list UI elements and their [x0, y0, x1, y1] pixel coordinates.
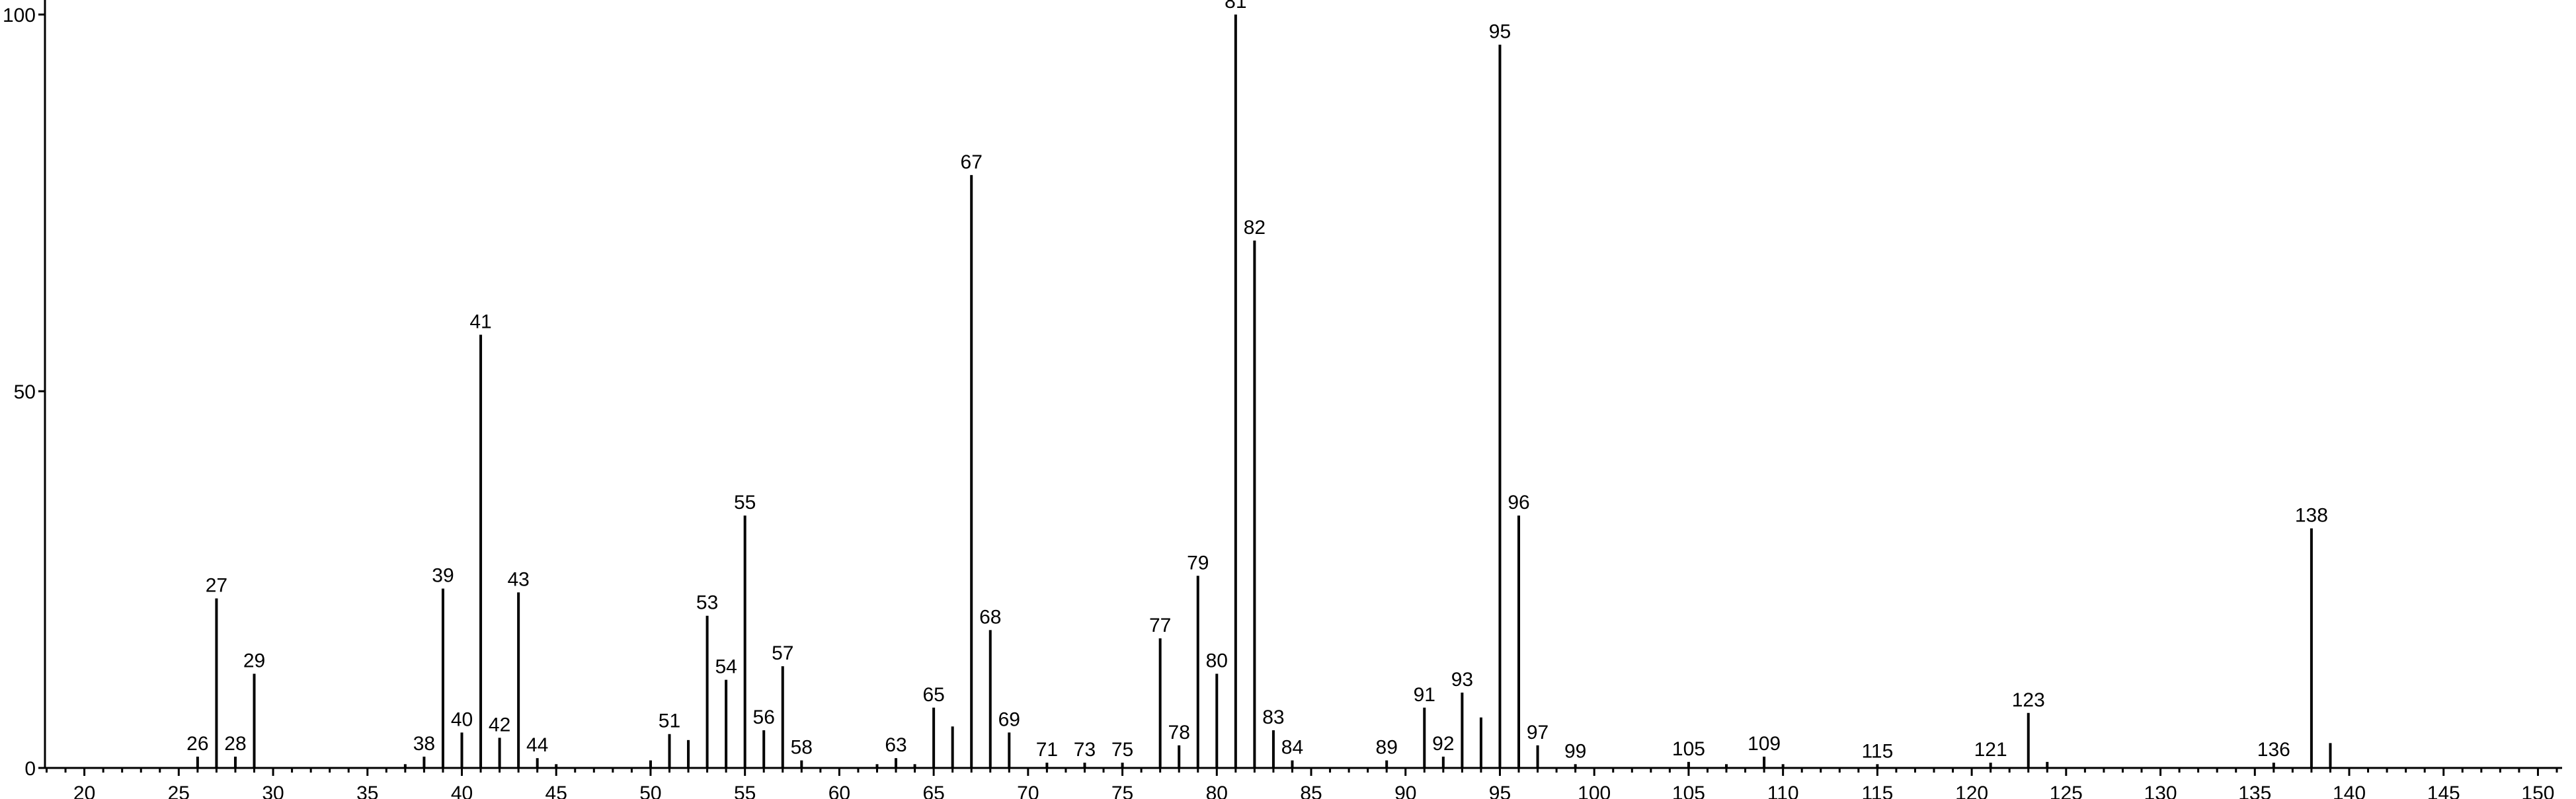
- peak-group: [196, 15, 2332, 768]
- axes: [44, 0, 2562, 769]
- peak-label: 92: [1432, 733, 1454, 755]
- peak-label: 89: [1376, 737, 1398, 759]
- x-tick-label: 80: [1206, 782, 1228, 799]
- peak-label: 109: [1748, 733, 1781, 755]
- y-tick-label: 0: [24, 758, 36, 780]
- x-tick-label: 85: [1300, 782, 1322, 799]
- peak-label: 29: [243, 650, 265, 672]
- x-tick-label: 60: [828, 782, 850, 799]
- peak-label: 91: [1414, 684, 1435, 706]
- x-tick-label: 30: [262, 782, 284, 799]
- x-tick-label: 45: [545, 782, 567, 799]
- peak-label: 105: [1672, 738, 1705, 760]
- peak-label-group: 26 27 28 29 38 39 40 41 42 43 44 51 53 54 55 56 57 58 63 65…: [186, 0, 2328, 762]
- x-tick-label: 20: [73, 782, 95, 799]
- x-tick-label: 35: [356, 782, 378, 799]
- peak-label: 71: [1036, 739, 1058, 761]
- peak-label: 28: [224, 733, 246, 755]
- peak-label: 136: [2257, 739, 2290, 761]
- peak-label: 39: [432, 565, 454, 587]
- peak-label: 38: [413, 733, 435, 755]
- peak-label: 84: [1281, 737, 1303, 759]
- peak-label: 77: [1149, 615, 1171, 636]
- x-tick-label: 130: [2144, 782, 2177, 799]
- x-tick-label: 40: [451, 782, 473, 799]
- x-tick-label: 75: [1111, 782, 1133, 799]
- peak-label: 121: [1974, 739, 2007, 761]
- peak-label: 65: [922, 684, 944, 706]
- peak-label: 57: [772, 642, 793, 664]
- peak-label: 115: [1861, 740, 1893, 762]
- peak-label: 41: [469, 311, 491, 333]
- peak-label: 79: [1187, 552, 1209, 574]
- peak-label: 42: [489, 714, 510, 736]
- peak-label: 81: [1225, 0, 1246, 13]
- x-tick-label: 125: [2050, 782, 2083, 799]
- y-tick-label: 100: [3, 5, 36, 26]
- peak-label: 69: [998, 708, 1020, 730]
- x-tick-label: 25: [168, 782, 190, 799]
- x-tick-label: 115: [1861, 782, 1893, 799]
- x-tick-label: 90: [1394, 782, 1416, 799]
- peak-label: 40: [451, 708, 473, 730]
- peak-label: 58: [791, 737, 813, 759]
- peak-label: 55: [734, 492, 756, 514]
- peak-label: 51: [659, 710, 680, 732]
- x-tick-label: 100: [1578, 782, 1611, 799]
- peak-label: 123: [2012, 689, 2045, 711]
- peak-label: 27: [206, 575, 227, 597]
- peak-label: 138: [2295, 504, 2328, 526]
- x-tick-label: 70: [1017, 782, 1039, 799]
- peak-label: 82: [1244, 217, 1266, 239]
- peak-label: 80: [1206, 650, 1228, 672]
- y-tick-label: 50: [14, 381, 36, 403]
- x-tick-label: 150: [2521, 782, 2554, 799]
- peak-label: 44: [526, 734, 548, 756]
- peak-label: 43: [507, 568, 529, 590]
- peak-label: 63: [885, 734, 906, 756]
- x-tick-label: 55: [734, 782, 756, 799]
- x-tick-label: 95: [1489, 782, 1511, 799]
- peak-label: 93: [1451, 669, 1473, 691]
- x-tick-label: 110: [1767, 782, 1799, 799]
- peak-label: 78: [1168, 722, 1190, 743]
- x-tick-label: 50: [639, 782, 661, 799]
- peak-label: 67: [961, 151, 983, 173]
- x-tick-label: 105: [1672, 782, 1705, 799]
- peak-label: 99: [1564, 740, 1586, 762]
- x-tick-label: 65: [922, 782, 944, 799]
- peak-label: 54: [715, 656, 737, 678]
- x-tick-label: 140: [2333, 782, 2366, 799]
- peak-label: 83: [1262, 706, 1284, 728]
- peak-label: 56: [753, 706, 775, 728]
- peak-label: 73: [1074, 739, 1096, 761]
- x-tick-label: 145: [2427, 782, 2460, 799]
- x-tick-label: 135: [2238, 782, 2271, 799]
- peak-label: 96: [1508, 492, 1529, 514]
- peak-label: 75: [1111, 739, 1133, 761]
- peak-label: 53: [696, 592, 718, 614]
- tick-group: 20 25 30 35 40 45 50 55 60 65 70 75 80 85 90 95 100 105 11…: [3, 5, 2558, 799]
- peak-label: 95: [1489, 21, 1511, 43]
- x-tick-label: 120: [1955, 782, 1988, 799]
- peak-label: 26: [186, 733, 208, 755]
- peak-label: 97: [1527, 722, 1549, 743]
- peak-label: 68: [979, 606, 1001, 628]
